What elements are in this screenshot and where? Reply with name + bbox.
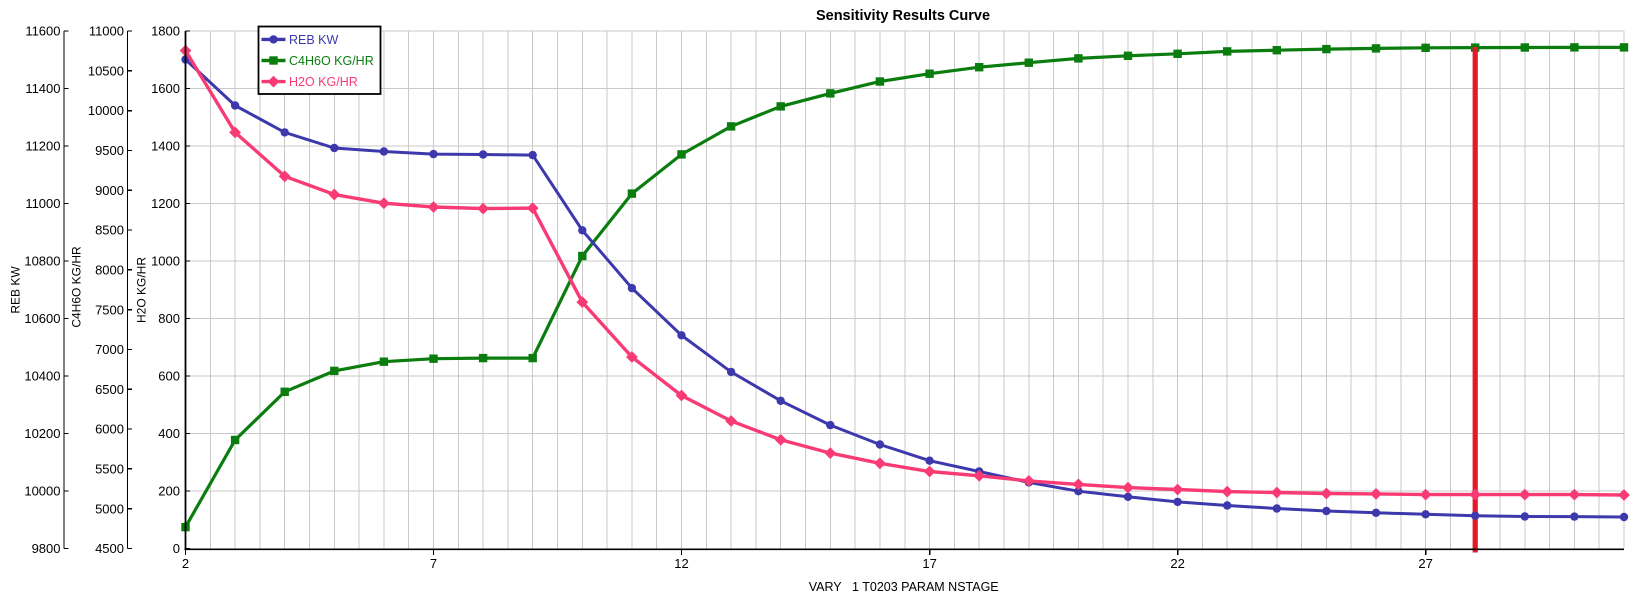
svg-text:600: 600 [158,369,180,384]
svg-text:10000: 10000 [24,484,60,499]
svg-text:2: 2 [182,556,189,571]
svg-text:11400: 11400 [25,81,60,96]
svg-text:5000: 5000 [95,501,124,516]
svg-text:200: 200 [158,484,180,499]
svg-text:800: 800 [158,311,180,326]
svg-text:7: 7 [430,556,437,571]
svg-text:8000: 8000 [95,262,124,277]
svg-text:REB KW: REB KW [8,266,22,314]
svg-text:5500: 5500 [95,462,124,477]
svg-text:8500: 8500 [95,223,124,238]
svg-text:0: 0 [173,541,180,556]
svg-text:22: 22 [1170,556,1184,571]
svg-text:11000: 11000 [25,196,60,211]
svg-text:10200: 10200 [24,426,60,441]
svg-text:Sensitivity Results Curve: Sensitivity Results Curve [816,8,990,24]
svg-text:1200: 1200 [151,196,180,211]
svg-text:H2O KG/HR: H2O KG/HR [134,257,148,323]
svg-text:11600: 11600 [25,24,60,39]
svg-text:REB KW: REB KW [289,33,339,47]
svg-text:11000: 11000 [89,24,124,39]
svg-text:400: 400 [158,426,180,441]
svg-text:1400: 1400 [151,139,180,154]
svg-text:27: 27 [1418,556,1432,571]
svg-text:1800: 1800 [151,24,180,39]
svg-text:17: 17 [922,556,936,571]
svg-text:9000: 9000 [95,183,124,198]
svg-text:6000: 6000 [95,422,124,437]
svg-text:7500: 7500 [95,302,124,317]
svg-text:10800: 10800 [24,254,60,269]
svg-text:7000: 7000 [95,342,124,357]
svg-text:C4H6O KG/HR: C4H6O KG/HR [69,246,83,328]
svg-text:VARY 1 T0203 PARAM NSTAGE: VARY 1 T0203 PARAM NSTAGE [809,580,999,594]
svg-text:1000: 1000 [151,254,180,269]
svg-text:6500: 6500 [95,382,124,397]
svg-text:H2O KG/HR: H2O KG/HR [289,75,358,89]
svg-text:10600: 10600 [24,311,60,326]
svg-text:11200: 11200 [25,139,60,154]
svg-text:12: 12 [674,556,688,571]
svg-text:9800: 9800 [32,541,61,556]
svg-text:10500: 10500 [88,63,124,78]
svg-text:C4H6O KG/HR: C4H6O KG/HR [289,54,374,68]
svg-text:1600: 1600 [151,81,180,96]
svg-text:10000: 10000 [88,103,124,118]
svg-text:9500: 9500 [95,143,124,158]
svg-text:10400: 10400 [24,369,60,384]
svg-text:4500: 4500 [95,541,124,556]
